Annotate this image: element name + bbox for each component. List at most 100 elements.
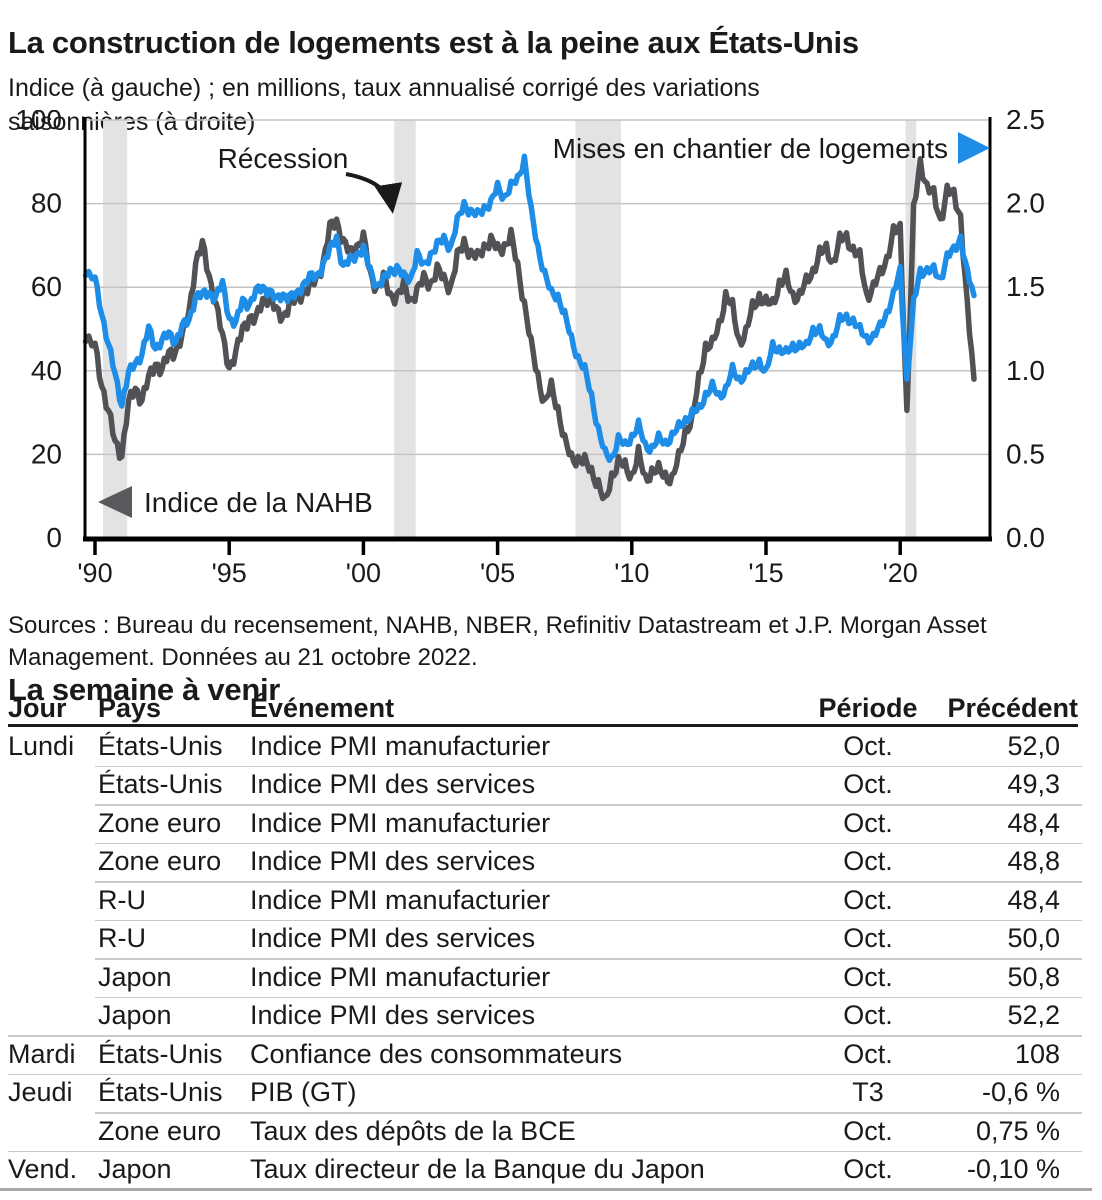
x-tick-label: '10 (614, 558, 649, 588)
cell-period: Oct. (843, 769, 893, 800)
cell-prev: 48,4 (1007, 884, 1060, 915)
table-row: États-Unis Indice PMI des services Oct. 49,… (8, 765, 1082, 805)
cell-period: Oct. (843, 1115, 893, 1146)
cell-period: Oct. (843, 1038, 893, 1069)
cell-period: Oct. (843, 923, 893, 954)
right-axis-label: 2.0 (1006, 188, 1045, 219)
cell-period: Oct. (843, 846, 893, 877)
table-header-row: Jour Pays Événement Période Précédent (8, 692, 1078, 724)
cell-country: Japon (98, 961, 172, 992)
cell-event: Indice PMI manufacturier (250, 961, 551, 992)
cell-event: Indice PMI des services (250, 769, 536, 800)
x-tick-label: '00 (346, 558, 381, 588)
cell-day: Lundi (8, 730, 75, 761)
left-axis-label: 0 (46, 522, 62, 553)
left-axis-label: 100 (15, 110, 62, 135)
table-row: Japon Indice PMI manufacturier Oct. 50,8 (8, 958, 1082, 997)
cell-country: Zone euro (98, 1115, 222, 1146)
cell-country: Japon (98, 1000, 172, 1031)
cell-period: T3 (852, 1077, 884, 1108)
housing-chart: '90 '95 '00 '05 '10 '15 '20 100 80 60 40 20 0 2.5 2.0 1… (15, 110, 1045, 588)
cell-day: Jeudi (8, 1077, 73, 1108)
col-header-prev: Précédent (947, 692, 1078, 723)
recession-band (394, 120, 416, 538)
table-row: Japon Indice PMI des services Oct. 52,2 (8, 996, 1082, 1036)
week-ahead-table: Jour Pays Événement Période Précédent Lundi É… (8, 692, 1082, 1190)
table-row: R-U Indice PMI manufacturier Oct. 48,4 (8, 881, 1082, 920)
left-axis-label: 20 (31, 438, 62, 469)
cell-country: États-Unis (98, 730, 223, 761)
cell-prev: -0,10 % (966, 1154, 1060, 1185)
cell-day: Mardi (8, 1038, 76, 1069)
table-row: Vend. Japon Taux directeur de la Banque du… (8, 1150, 1082, 1190)
col-header-day: Jour (8, 692, 67, 723)
cell-event: Indice PMI manufacturier (250, 884, 551, 915)
cell-prev: 50,0 (1007, 923, 1060, 954)
cell-prev: 52,0 (1007, 730, 1060, 761)
x-tick-label: '15 (748, 558, 783, 588)
cell-period: Oct. (843, 1000, 893, 1031)
left-axis-label: 80 (31, 188, 62, 219)
cell-country: R-U (98, 884, 146, 915)
cell-event: Confiance des consommateurs (250, 1038, 623, 1069)
table-bottom-rule (0, 1188, 1092, 1191)
cell-event: Indice PMI manufacturier (250, 730, 551, 761)
right-axis-label: 1.5 (1006, 271, 1045, 302)
recession-arrow (345, 172, 403, 214)
table-header-rule (8, 724, 1078, 727)
cell-period: Oct. (843, 884, 893, 915)
table-row: R-U Indice PMI des services Oct. 50,0 (8, 919, 1082, 959)
housing-starts-line (82, 153, 977, 464)
cell-country: R-U (98, 923, 146, 954)
cell-country: États-Unis (98, 769, 223, 800)
cell-prev: 0,75 % (975, 1115, 1060, 1146)
housing-starts-label: Mises en chantier de logements (553, 133, 948, 164)
right-axis-label: 0.5 (1006, 438, 1045, 469)
nahb-label: Indice de la NAHB (144, 487, 373, 518)
cell-country: États-Unis (98, 1077, 223, 1108)
cell-event: Taux des dépôts de la BCE (250, 1115, 576, 1146)
nahb-arrow-icon (98, 486, 132, 518)
x-tick-label: '95 (212, 558, 247, 588)
housing-starts-arrow-icon (958, 132, 990, 164)
sources-note: Sources : Bureau du recensement, NAHB, N… (8, 612, 987, 671)
cell-prev: -0,6 % (981, 1077, 1060, 1108)
table-row: Lundi États-Unis Indice PMI manufacturier O… (8, 727, 1078, 766)
col-header-country: Pays (98, 692, 162, 723)
right-axis-label: 2.5 (1006, 110, 1045, 135)
cell-period: Oct. (843, 730, 893, 761)
cell-prev: 48,8 (1007, 846, 1060, 877)
cell-event: Taux directeur de la Banque du Japon (250, 1154, 705, 1185)
cell-country: Zone euro (98, 807, 222, 838)
nahb-index-line (82, 156, 977, 502)
left-axis-label: 40 (31, 355, 62, 386)
left-axis-label: 60 (31, 271, 62, 302)
right-axis-label: 0.0 (1006, 522, 1045, 553)
cell-prev: 108 (1014, 1038, 1060, 1069)
cell-country: Japon (98, 1154, 172, 1185)
cell-period: Oct. (843, 807, 893, 838)
recession-band (575, 120, 622, 538)
chart-subtitle: Indice (à gauche) ; en millions, taux an… (8, 74, 760, 136)
cell-event: Indice PMI des services (250, 1000, 536, 1031)
col-header-event: Événement (250, 692, 395, 723)
cell-period: Oct. (843, 961, 893, 992)
cell-event: Indice PMI des services (250, 846, 536, 877)
cell-prev: 48,4 (1007, 807, 1060, 838)
cell-prev: 50,8 (1007, 961, 1060, 992)
x-tick-label: '05 (480, 558, 515, 588)
page-title: La construction de logements est à la pe… (8, 24, 859, 60)
x-tick-label: '20 (883, 558, 918, 588)
table-row: Mardi États-Unis Confiance des consommateu… (8, 1035, 1082, 1074)
cell-prev: 49,3 (1007, 769, 1060, 800)
cell-day: Vend. (8, 1154, 78, 1185)
table-row: Zone euro Indice PMI des services Oct. 48,8 (8, 842, 1082, 882)
cell-country: Zone euro (98, 846, 222, 877)
table-row: Zone euro Taux des dépôts de la BCE Oct. 0,… (8, 1112, 1082, 1151)
cell-event: Indice PMI des services (250, 923, 536, 954)
cell-event: PIB (GT) (250, 1077, 357, 1108)
cell-event: Indice PMI manufacturier (250, 807, 551, 838)
right-axis-label: 1.0 (1006, 355, 1045, 386)
table-body: Lundi États-Unis Indice PMI manufacturier O… (8, 727, 1082, 1190)
table-row: Zone euro Indice PMI manufacturier Oct. 48,… (8, 804, 1082, 843)
